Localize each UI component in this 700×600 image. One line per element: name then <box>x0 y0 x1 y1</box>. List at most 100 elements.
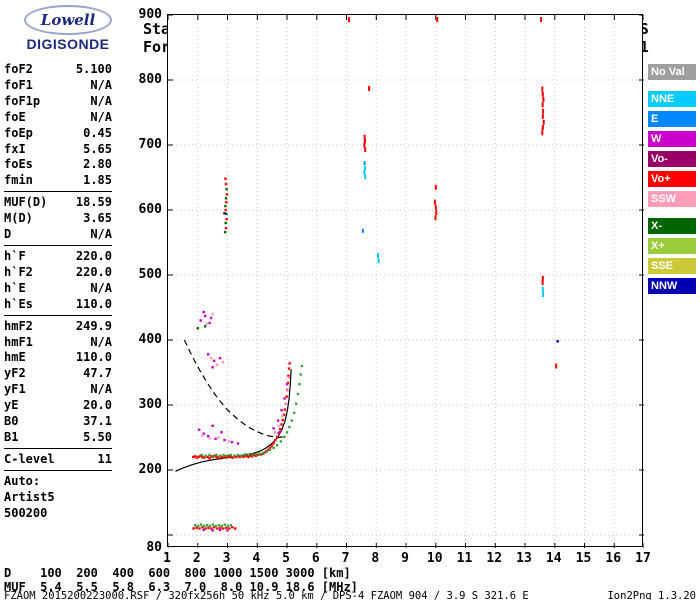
param-value: 5.50 <box>83 429 112 444</box>
param-label: Artist5 <box>4 489 55 504</box>
y-axis-label: 500 <box>138 267 162 282</box>
param-value: N/A <box>90 77 112 92</box>
param-value: 20.0 <box>83 398 112 413</box>
legend-item-w: W <box>648 131 696 147</box>
x-axis-label: 17 <box>635 551 651 566</box>
param-label: h`F <box>4 248 26 263</box>
param-label: B1 <box>4 429 19 444</box>
legend-item-x-: X- <box>648 218 696 234</box>
param-value: 37.1 <box>83 414 112 429</box>
legend-item-nne: NNE <box>648 91 696 107</box>
param-label: foF2 <box>4 62 33 76</box>
direction-color-legend: No Val NNE E W Vo- Vo+ SSW X- X+ SSE NNW <box>648 64 696 298</box>
muf-scale-row: MUF 5.4 5.5 5.8 6.3 7.0 8.0 10.9 18.6 [MHz] <box>4 579 358 595</box>
x-axis-label: 1 <box>163 551 171 566</box>
muf-label: MUF <box>4 579 26 594</box>
param-value: N/A <box>90 93 112 108</box>
param-row-hf2: h`F2 220.0 <box>4 265 112 281</box>
y-axis-label: 800 <box>138 72 162 87</box>
divider <box>4 447 112 449</box>
param-label: B0 <box>4 414 19 429</box>
y-axis-label: 700 <box>138 137 162 152</box>
distance-value: 3000 <box>285 566 315 580</box>
param-value: N/A <box>90 227 112 242</box>
param-row-ye: yE 20.0 <box>4 398 112 414</box>
muf-value: 5.4 <box>40 579 62 594</box>
digisonde-logo-text: DIGISONDE <box>26 36 110 52</box>
muf-value: 7.0 <box>184 579 207 594</box>
x-axis-label: 13 <box>516 551 532 566</box>
param-label: fmin <box>4 173 33 188</box>
param-label: foE <box>4 109 26 124</box>
param-row-auto: Auto: <box>4 474 112 490</box>
x-axis-label: 14 <box>545 551 562 566</box>
param-label: yF2 <box>4 366 26 381</box>
distance-value: 1000 <box>213 566 243 580</box>
lowell-logo-oval: Lowell <box>24 5 112 35</box>
param-label: yF1 <box>4 382 26 397</box>
x-axis-label: 9 <box>401 551 409 566</box>
y-axis-label: 80 <box>146 540 162 555</box>
param-row-fof1p: foF1p N/A <box>4 94 112 110</box>
param-label: Auto: <box>4 473 41 488</box>
x-axis-label: 5 <box>282 551 290 566</box>
param-value: 220.0 <box>75 248 112 263</box>
x-axis-label: 6 <box>311 551 320 566</box>
param-value: N/A <box>90 109 112 124</box>
param-value: 5.100 <box>75 62 112 76</box>
x-axis-label: 12 <box>486 551 503 566</box>
distance-unit: [km] <box>321 566 351 580</box>
param-value: N/A <box>90 382 112 397</box>
x-axis-label: 15 <box>575 551 592 566</box>
distance-value: 1500 <box>249 566 279 580</box>
param-value: 0.45 <box>83 125 112 140</box>
legend-item-sse: SSE <box>648 258 696 274</box>
param-value: 1.85 <box>83 173 112 188</box>
param-value: N/A <box>90 280 112 295</box>
legend-item-x+: X+ <box>648 238 696 254</box>
param-label: hmF1 <box>4 334 33 349</box>
legend-item-e: E <box>648 111 696 127</box>
y-axis-label: 400 <box>138 332 162 347</box>
param-label: foF1 <box>4 77 33 92</box>
param-row-b0: B0 37.1 <box>4 414 112 430</box>
param-row-hme: hmE 110.0 <box>4 350 112 366</box>
divider <box>4 469 112 471</box>
param-value: 110.0 <box>75 350 112 365</box>
param-row-hf: h`F 220.0 <box>4 249 112 265</box>
divider <box>4 244 112 246</box>
y-axis-label: 300 <box>138 397 162 412</box>
param-label: fxI <box>4 141 26 156</box>
legend-item-vo-: Vo- <box>648 151 696 167</box>
param-row-artist5: Artist5 <box>4 490 112 506</box>
param-label: C-level <box>4 451 55 466</box>
x-axis-label: 7 <box>341 551 350 566</box>
x-axis-label: 16 <box>605 551 622 566</box>
distance-value: 100 <box>40 566 62 580</box>
d-scale-row: D 100 200 400 600 800 1000 1500 3000 [km] <box>4 566 358 581</box>
x-axis-label: 11 <box>456 551 473 566</box>
param-row-b1: B1 5.50 <box>4 430 112 446</box>
param-row-clevel: C-level 11 <box>4 452 112 468</box>
distance-muf-scales: D 100 200 400 600 800 1000 1500 3000 [km] MUF 5.4 5… <box>4 566 358 595</box>
param-value: 47.7 <box>83 366 112 381</box>
param-label: MUF(D) <box>4 195 48 210</box>
param-value: 11 <box>97 451 112 466</box>
muf-value: 8.0 <box>220 579 243 594</box>
param-row-he: h`E N/A <box>4 281 112 297</box>
param-value: 3.65 <box>83 211 112 226</box>
footer: FZAOM_2015200223000.RSF / 320fx256h 50 k… <box>4 590 696 600</box>
parameter-panel: foF2 5.100 foF1 N/A foF1p N/A foE N/A foEp 0.45 fx… <box>4 62 112 521</box>
param-label: D <box>4 227 12 242</box>
param-value: 18.59 <box>75 195 112 210</box>
muf-value: 5.8 <box>112 579 134 594</box>
legend-item-noval: No Val <box>648 64 696 80</box>
legend-item-vo+: Vo+ <box>648 171 696 187</box>
param-value: 249.9 <box>75 318 112 333</box>
param-row-md: M(D) 3.65 <box>4 211 112 227</box>
param-label: hmF2 <box>4 318 33 333</box>
param-row-yf1: yF1 N/A <box>4 382 112 398</box>
ionogram-plot <box>168 15 644 548</box>
param-row-fof1: foF1 N/A <box>4 78 112 94</box>
muf-value: 10.9 <box>249 579 279 594</box>
